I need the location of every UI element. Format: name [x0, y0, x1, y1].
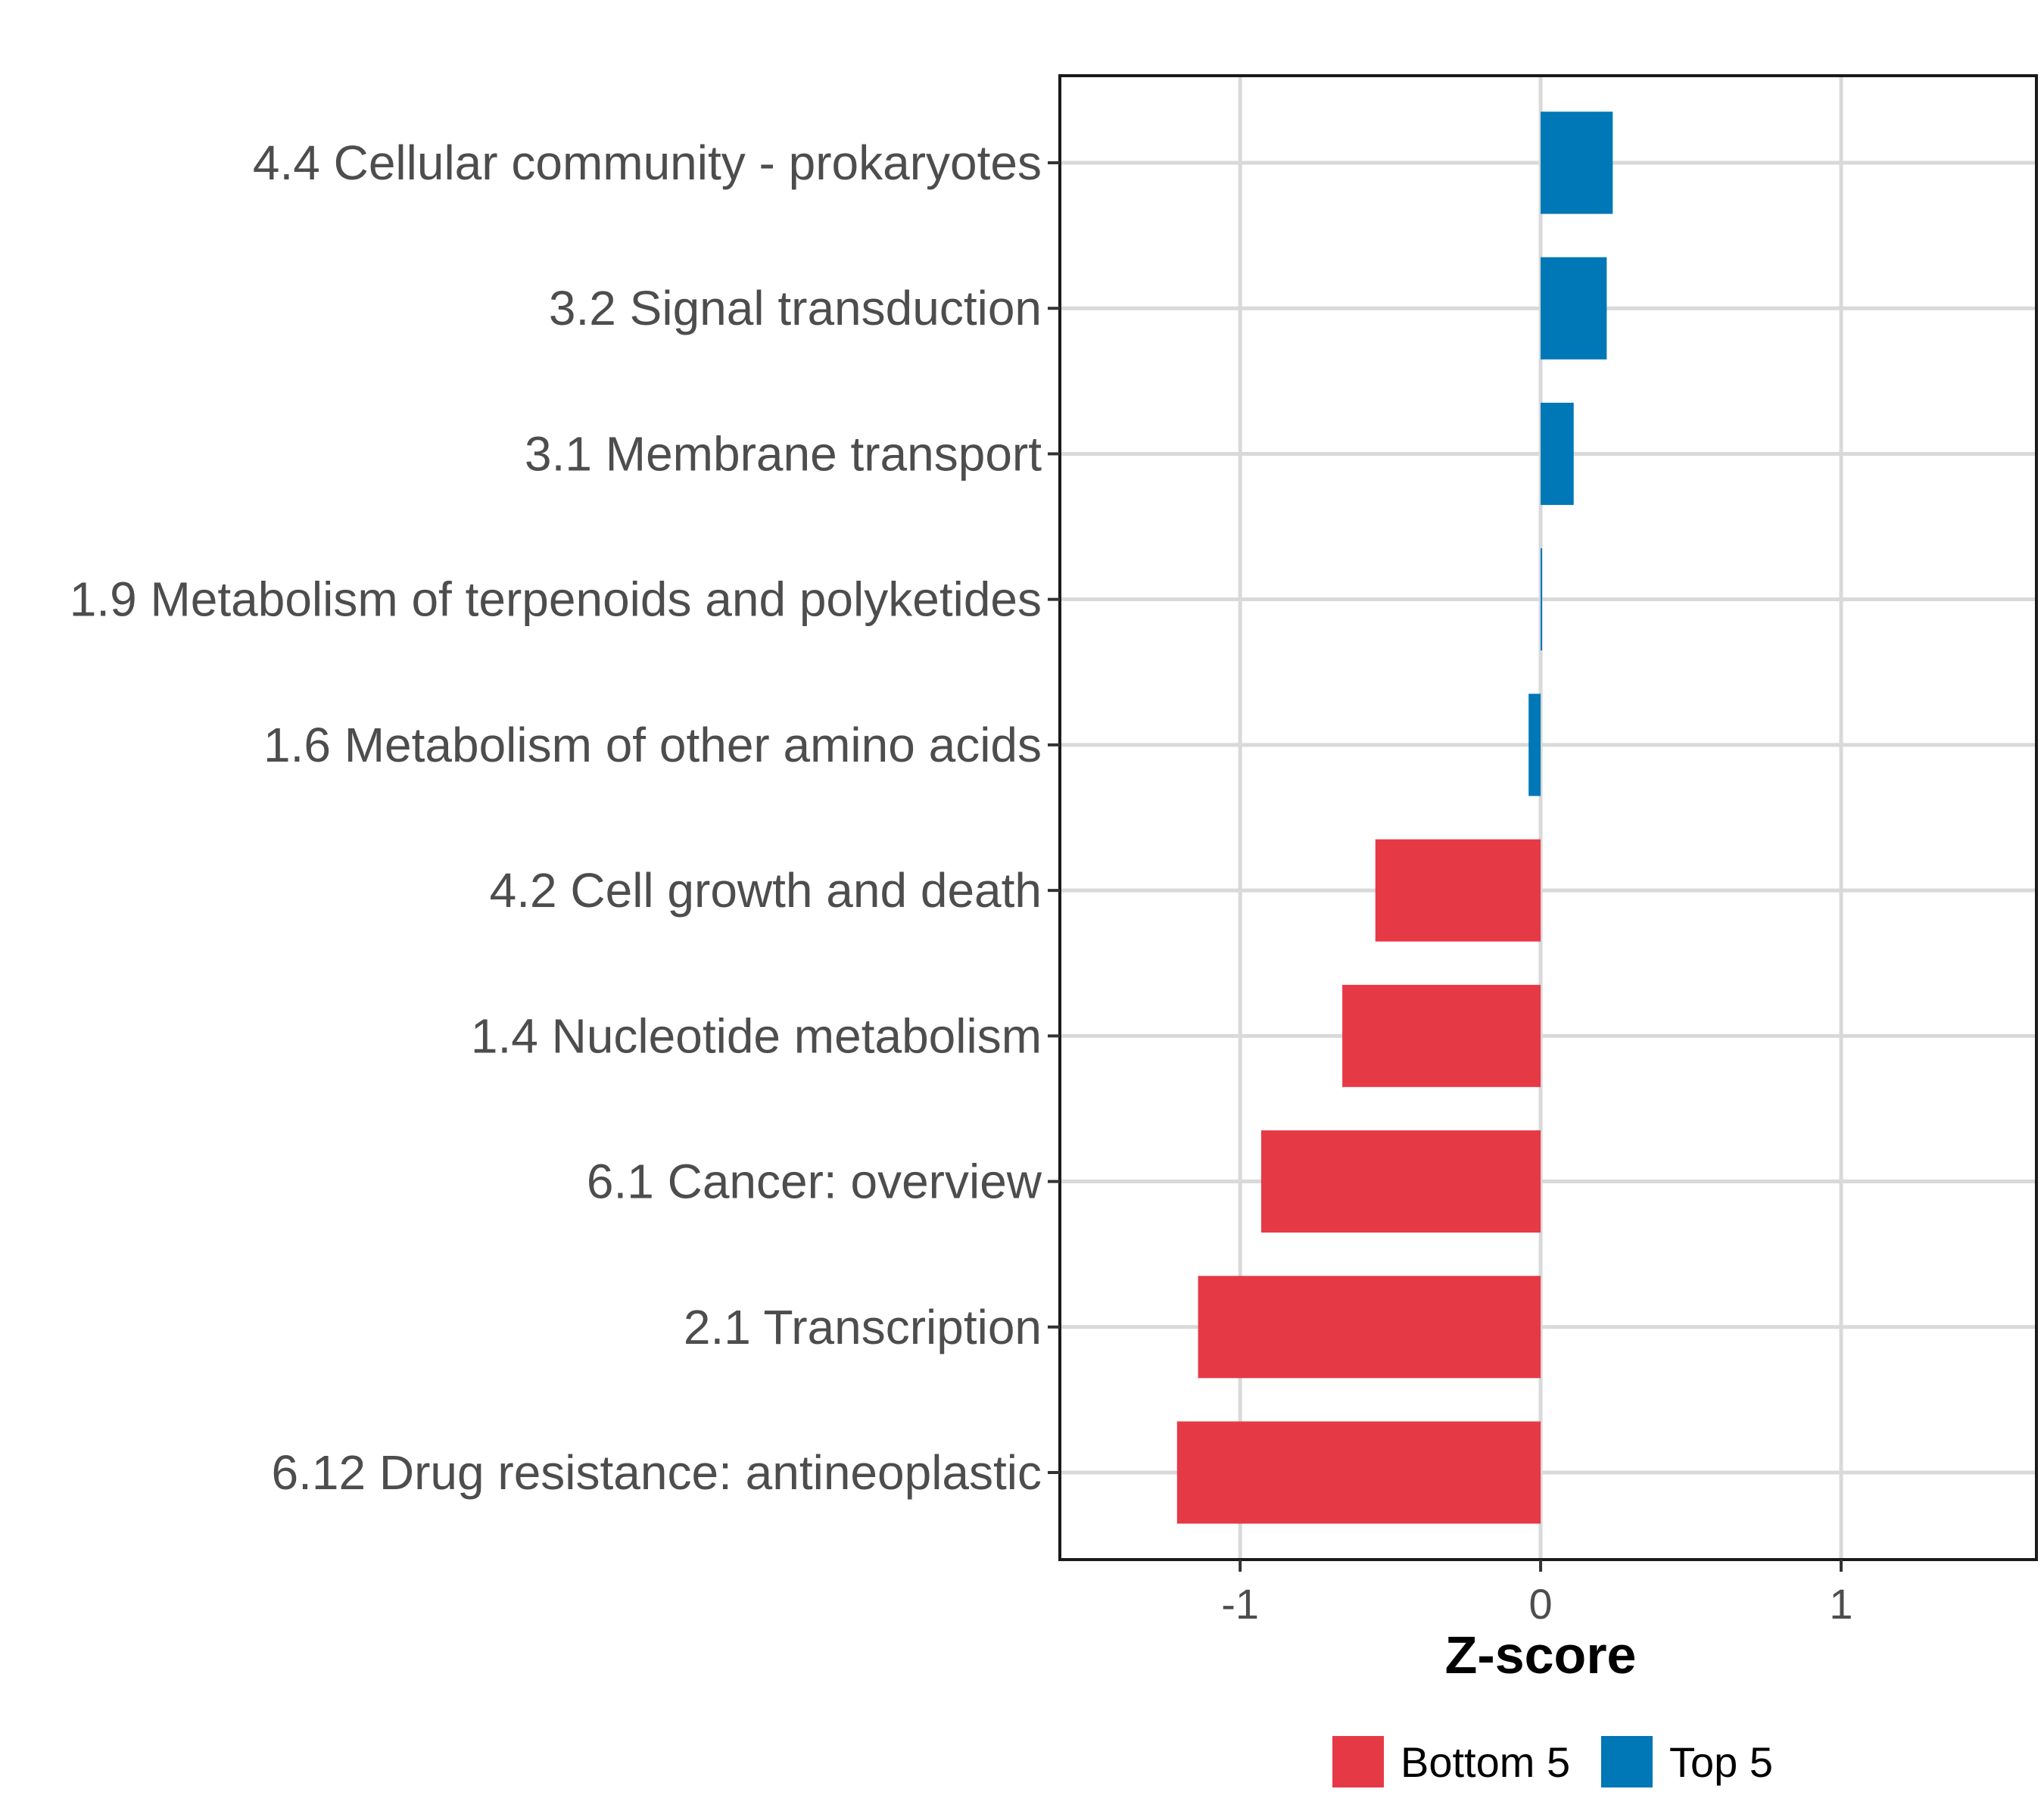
x-tick-label: -1	[1221, 1580, 1259, 1628]
category-label: 1.4 Nucleotide metabolism	[471, 1008, 1042, 1063]
category-label: 1.6 Metabolism of other amino acids	[263, 718, 1042, 772]
bar	[1541, 257, 1607, 360]
bars	[1176, 111, 1613, 1524]
legend-key	[1332, 1736, 1384, 1787]
category-label: 1.9 Metabolism of terpenoids and polyket…	[70, 572, 1042, 627]
bar	[1541, 402, 1574, 505]
axis-ticks	[1048, 161, 1843, 1572]
legend-label: Top 5	[1669, 1738, 1773, 1786]
x-tick-label: 1	[1829, 1580, 1852, 1628]
axis-labels: -1 0 1 4.4 Cellular community - prokaryotes…	[70, 136, 1853, 1628]
category-label: 3.1 Membrane transport	[525, 426, 1042, 481]
x-axis-title: Z-score	[1445, 1625, 1637, 1685]
category-label: 2.1 Transcription	[684, 1300, 1042, 1354]
bar	[1198, 1276, 1541, 1379]
bar	[1541, 111, 1613, 214]
plot-panel-border	[1058, 74, 2038, 1561]
category-label: 4.4 Cellular community - prokaryotes	[253, 136, 1042, 190]
bar	[1342, 984, 1541, 1087]
category-label: 6.12 Drug resistance: antineoplastic	[272, 1445, 1042, 1500]
legend: Bottom 5 Top 5	[1332, 1736, 1773, 1787]
category-label: 3.2 Signal transduction	[549, 281, 1042, 335]
bar	[1528, 693, 1541, 796]
bar	[1176, 1421, 1541, 1524]
bar	[1375, 839, 1541, 942]
x-tick-label: 0	[1528, 1580, 1552, 1628]
category-label: 4.2 Cell growth and death	[490, 863, 1042, 918]
bar	[1541, 548, 1543, 651]
legend-label: Bottom 5	[1401, 1738, 1570, 1786]
bar	[1260, 1130, 1541, 1233]
legend-key	[1601, 1736, 1653, 1787]
category-label: 6.1 Cancer: overview	[587, 1155, 1042, 1209]
